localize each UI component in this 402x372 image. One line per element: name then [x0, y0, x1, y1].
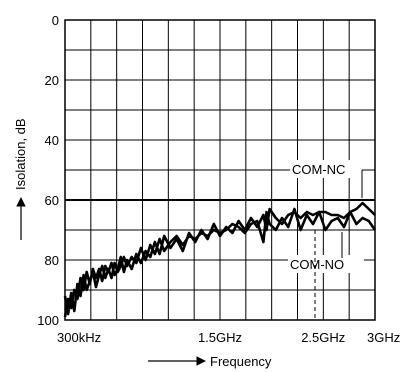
- x-tick-label: 3GHz: [367, 330, 400, 345]
- annotation-bg-com-nc: [290, 160, 362, 178]
- y-tick-label: 0: [52, 13, 59, 28]
- x-axis-label-group: Frequency: [148, 354, 272, 369]
- y-axis-label: Isolation, dB: [13, 118, 28, 190]
- y-tick-label: 60: [45, 193, 59, 208]
- annotation-bg-com-no: [288, 255, 364, 273]
- x-tick-label: 300kHz: [57, 330, 101, 345]
- y-axis-label-group: Isolation, dB: [13, 118, 28, 240]
- y-tick-labels: 0 20 40 60 80 100: [37, 13, 59, 328]
- y-tick-label: 40: [45, 133, 59, 148]
- y-tick-label: 20: [45, 73, 59, 88]
- annotation-com-nc: COM-NC: [292, 162, 345, 177]
- x-tick-label: 2.5GHz: [301, 330, 345, 345]
- series-line-com-no: [63, 207, 377, 316]
- x-tick-label: 1.5GHz: [198, 330, 242, 345]
- annotation-com-no: COM-NO: [290, 257, 344, 272]
- x-axis-label: Frequency: [210, 354, 272, 369]
- y-tick-label: 80: [45, 253, 59, 268]
- series-group: [63, 201, 377, 318]
- y-tick-label: 100: [37, 313, 59, 328]
- x-tick-labels: 300kHz 1.5GHz 2.5GHz 3GHz: [57, 330, 400, 345]
